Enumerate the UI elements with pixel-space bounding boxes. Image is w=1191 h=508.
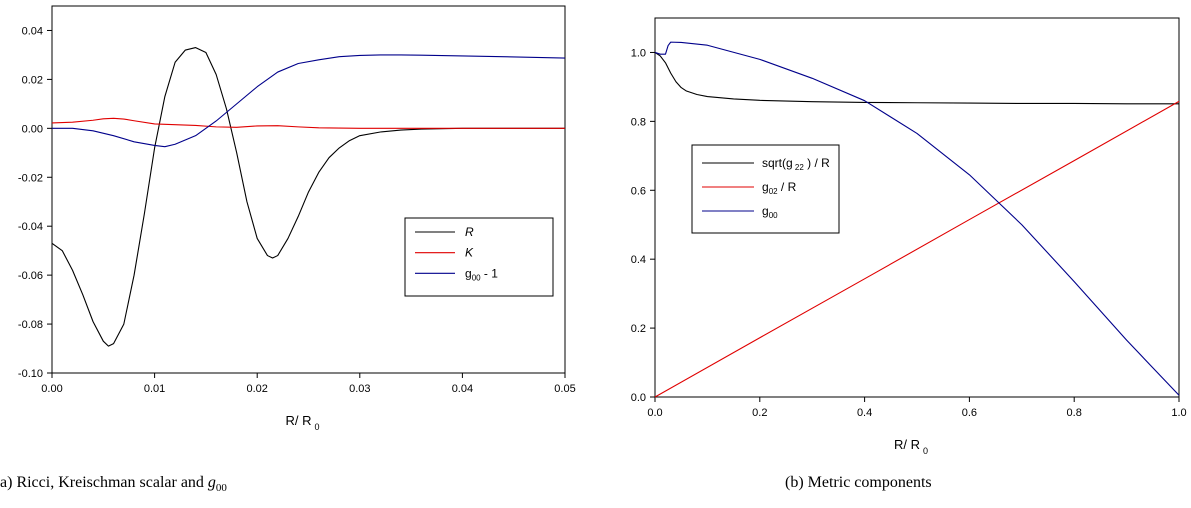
legend-box bbox=[404, 217, 554, 297]
y-tick-label: -0.10 bbox=[18, 368, 43, 380]
x-tick-label: 0.04 bbox=[452, 383, 473, 395]
y-tick-label: -0.02 bbox=[18, 172, 43, 184]
x-tick-label: 0.02 bbox=[246, 383, 267, 395]
x-tick-label: 1.0 bbox=[1171, 407, 1186, 419]
series-line-1 bbox=[51, 47, 565, 347]
y-tick-label: 0.8 bbox=[631, 116, 646, 128]
x-tick-label: 0.6 bbox=[962, 407, 977, 419]
left-caption-text: Ricci, Kreischman scalar and bbox=[16, 474, 204, 491]
x-tick-label: 0.05 bbox=[554, 383, 575, 395]
legend-label: sqrt(g 22 ) / R bbox=[762, 156, 830, 172]
x-tick-label: 0.8 bbox=[1067, 407, 1082, 419]
y-tick-label: -0.08 bbox=[18, 319, 43, 331]
series-line-3 bbox=[654, 41, 1180, 396]
y-tick-label: 0.2 bbox=[631, 323, 646, 335]
y-tick-label: 0.6 bbox=[631, 185, 646, 197]
y-tick-label: -0.06 bbox=[18, 270, 43, 282]
series-line-1 bbox=[654, 51, 1179, 105]
x-tick-label: 0.01 bbox=[144, 383, 165, 395]
y-tick-label: 0.00 bbox=[22, 123, 43, 135]
legend-label: g02 / R bbox=[762, 180, 797, 196]
right-caption-text: (b) Metric components bbox=[785, 474, 932, 491]
left-caption-math: g bbox=[207, 474, 216, 491]
series-line-2 bbox=[654, 100, 1180, 398]
legend-box bbox=[691, 144, 840, 234]
legend-label: g00 - 1 bbox=[465, 266, 498, 282]
series-line-3 bbox=[52, 54, 566, 148]
x-tick-label: 0.03 bbox=[349, 383, 370, 395]
plot-frame bbox=[51, 5, 566, 374]
y-tick-label: 0.0 bbox=[631, 392, 646, 404]
y-tick-label: 0.02 bbox=[22, 74, 43, 86]
left-caption: a) Ricci, Kreischman scalar and g00 bbox=[0, 474, 227, 494]
x-tick-label: 0.0 bbox=[647, 407, 662, 419]
x-tick-label: 0.4 bbox=[857, 407, 872, 419]
left-caption-math-sub: 00 bbox=[215, 482, 227, 495]
legend-label: K bbox=[465, 246, 474, 260]
x-tick-label: 0.00 bbox=[41, 383, 62, 395]
y-tick-label: 1.0 bbox=[631, 47, 646, 59]
left-caption-prefix: a) bbox=[0, 474, 13, 491]
right-caption: (b) Metric components bbox=[785, 474, 932, 492]
x-tick-label: 0.2 bbox=[752, 407, 767, 419]
y-tick-label: 0.4 bbox=[631, 254, 646, 266]
y-tick-label: -0.04 bbox=[18, 221, 43, 233]
series-line-2 bbox=[51, 117, 565, 129]
chart-1: 0.00 0.01 0.02 0.03 0.04 0.05 -0.10 -0.08 -0.06 -… bbox=[18, 5, 576, 432]
legend-label: R bbox=[465, 225, 474, 239]
plot-frame bbox=[654, 17, 1180, 398]
y-tick-label: 0.04 bbox=[22, 25, 43, 37]
chart-2: 0.0 0.2 0.4 0.6 0.8 1.0 0.0 0.2 0.4 0.6 0.8 1.0 R/ R… bbox=[631, 17, 1187, 456]
